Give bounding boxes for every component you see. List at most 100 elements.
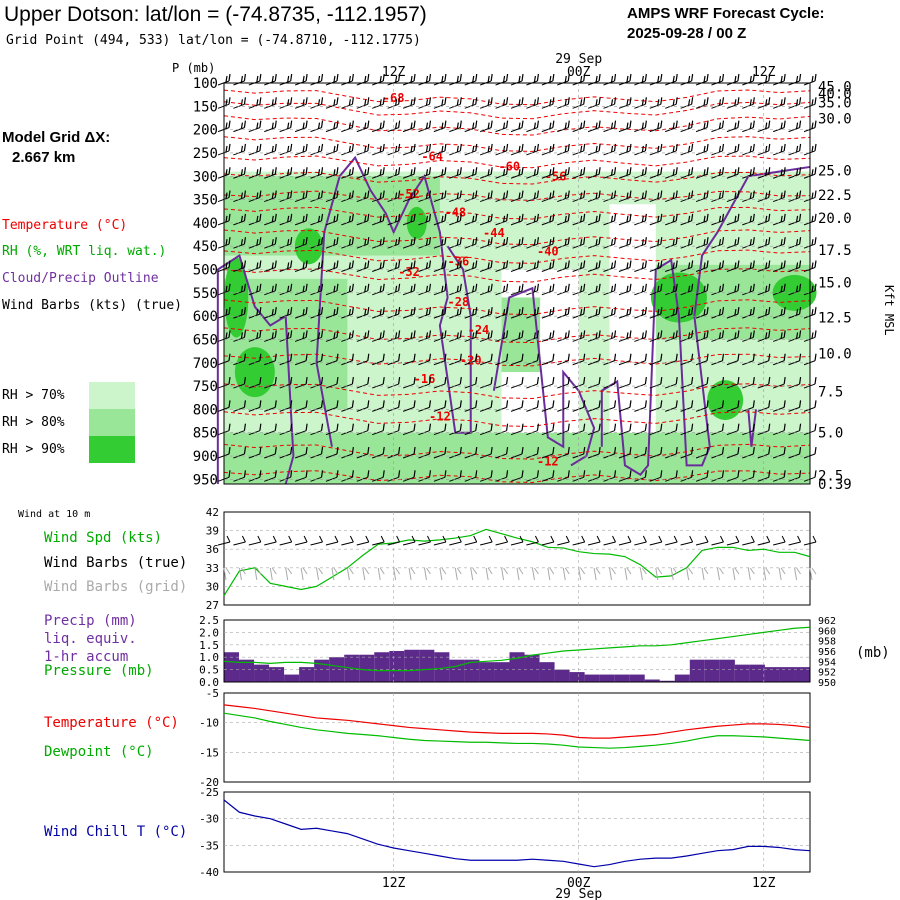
wind-barb bbox=[372, 353, 385, 366]
wind-barb-true bbox=[480, 541, 493, 546]
temp-dewpoint-tick-label: -15 bbox=[199, 746, 219, 759]
wind-barb bbox=[372, 167, 385, 179]
precip-label: Precip (mm) liq. equiv. 1-hr accum bbox=[44, 612, 137, 666]
wind-barb-grid bbox=[346, 567, 350, 581]
wind-barb bbox=[294, 120, 308, 133]
wind-barb bbox=[264, 97, 277, 109]
precip-label-3: 1-hr accum bbox=[44, 649, 129, 665]
precip-bar bbox=[299, 667, 315, 682]
wind-barb bbox=[433, 353, 447, 366]
wind-barb-grid-flag bbox=[626, 567, 632, 575]
wind-barb-true-flag bbox=[766, 535, 771, 543]
pressure-tick-label: 600 bbox=[193, 309, 218, 325]
wind-barb bbox=[310, 97, 324, 109]
page-title: Upper Dotson: lat/lon = (-74.8735, -112.… bbox=[4, 3, 427, 26]
wind-barb bbox=[757, 283, 771, 296]
wind-barb bbox=[695, 446, 709, 459]
wind-barb bbox=[402, 330, 416, 342]
wind-barb-true bbox=[541, 541, 554, 546]
wind-barb bbox=[649, 376, 663, 389]
wind-barb bbox=[695, 307, 709, 319]
wind-barb-true-flag bbox=[473, 535, 478, 543]
wind-barb bbox=[587, 470, 601, 482]
wind-barb-grid bbox=[716, 567, 720, 581]
wind-barb bbox=[665, 143, 678, 156]
wind-barb-grid bbox=[485, 567, 489, 581]
pressure-tick-label: 150 bbox=[193, 99, 218, 115]
precip-bar bbox=[224, 652, 240, 682]
wind-barb bbox=[742, 120, 755, 133]
wind-barb bbox=[541, 423, 555, 436]
wind-barb bbox=[618, 190, 632, 203]
wind-barb bbox=[510, 376, 524, 389]
wind-barb-grid-flag bbox=[410, 567, 416, 575]
wind-barb bbox=[757, 190, 771, 203]
wind-barb bbox=[726, 376, 740, 389]
bottom-time-tick-label: 12Z bbox=[382, 876, 406, 891]
wind-barb bbox=[587, 376, 601, 389]
wind-barb bbox=[325, 423, 339, 436]
precip-bar bbox=[449, 659, 465, 682]
height-tick-label: 35.0 bbox=[818, 96, 852, 112]
wind-barb bbox=[479, 330, 493, 342]
cross-section-frame bbox=[223, 82, 811, 485]
wind-barb-grid-flag bbox=[703, 567, 709, 575]
wind-barb bbox=[618, 213, 632, 226]
wind-barb bbox=[757, 143, 771, 156]
model-grid-label: Model Grid ΔX: bbox=[2, 129, 111, 146]
temperature-contour bbox=[223, 171, 811, 185]
wind-barb bbox=[294, 97, 308, 109]
precip-bar bbox=[644, 679, 660, 682]
wind-barb bbox=[587, 237, 601, 249]
wind-barb-true bbox=[742, 541, 755, 546]
wind-barb bbox=[264, 446, 277, 459]
wind-speed-line bbox=[223, 528, 811, 597]
wind-barb bbox=[510, 470, 524, 482]
precip-bar bbox=[464, 659, 480, 682]
wind-barb-true bbox=[618, 541, 632, 546]
wind-barb bbox=[479, 97, 493, 109]
wind-barb bbox=[264, 283, 277, 296]
wind-barb-true-flag bbox=[781, 535, 786, 543]
wind-barb-grid-flag bbox=[364, 567, 370, 575]
wind-barb bbox=[510, 446, 524, 459]
wind-chill-tick-label: -40 bbox=[199, 866, 219, 879]
wind-barb-grid bbox=[562, 567, 566, 581]
pressure-tick-label: 400 bbox=[193, 216, 218, 232]
wind-speed-tick-label: 33 bbox=[206, 562, 219, 575]
precip-bar bbox=[254, 664, 270, 682]
wind-barb bbox=[603, 120, 617, 133]
forecast-value: 2025-09-28 / 00 Z bbox=[627, 25, 747, 42]
wind-barb bbox=[356, 143, 370, 156]
wind-barb bbox=[402, 376, 416, 389]
chill-label: Wind Chill T (°C) bbox=[44, 824, 188, 840]
wind-barb bbox=[726, 353, 740, 366]
wind-barb-true bbox=[372, 541, 385, 546]
date-label: 29 Sep bbox=[555, 52, 602, 67]
wind-barb bbox=[264, 376, 277, 389]
wind-barb bbox=[649, 213, 663, 226]
time-tick-label: 00Z bbox=[567, 65, 591, 80]
wind-barb bbox=[587, 283, 601, 296]
wind-barb bbox=[541, 400, 555, 412]
pressure-tick-label: 952 bbox=[818, 668, 836, 679]
height-tick-label: 12.5 bbox=[818, 311, 852, 327]
wind-barb bbox=[264, 213, 277, 226]
wind-barb bbox=[325, 190, 339, 203]
pressure-tick-label: 954 bbox=[818, 657, 836, 668]
wind-barb bbox=[264, 237, 277, 249]
wind-barb bbox=[264, 330, 277, 342]
wind-barb-grid-flag bbox=[534, 567, 539, 575]
temperature-contour-label: -44 bbox=[483, 226, 505, 240]
wind-barb bbox=[541, 143, 555, 156]
wind-barb bbox=[294, 446, 308, 459]
temperature-contour-label: -60 bbox=[498, 159, 520, 173]
wind-barb bbox=[618, 120, 632, 133]
temp-dewpoint-tick-label: -20 bbox=[199, 776, 219, 789]
wind-barb-grid-flag bbox=[487, 567, 493, 575]
wind-barb-grid bbox=[285, 567, 289, 581]
wind-barb bbox=[649, 353, 663, 366]
wind-barb bbox=[510, 283, 524, 296]
wind-barb bbox=[757, 470, 771, 482]
wind-barb bbox=[372, 400, 385, 412]
